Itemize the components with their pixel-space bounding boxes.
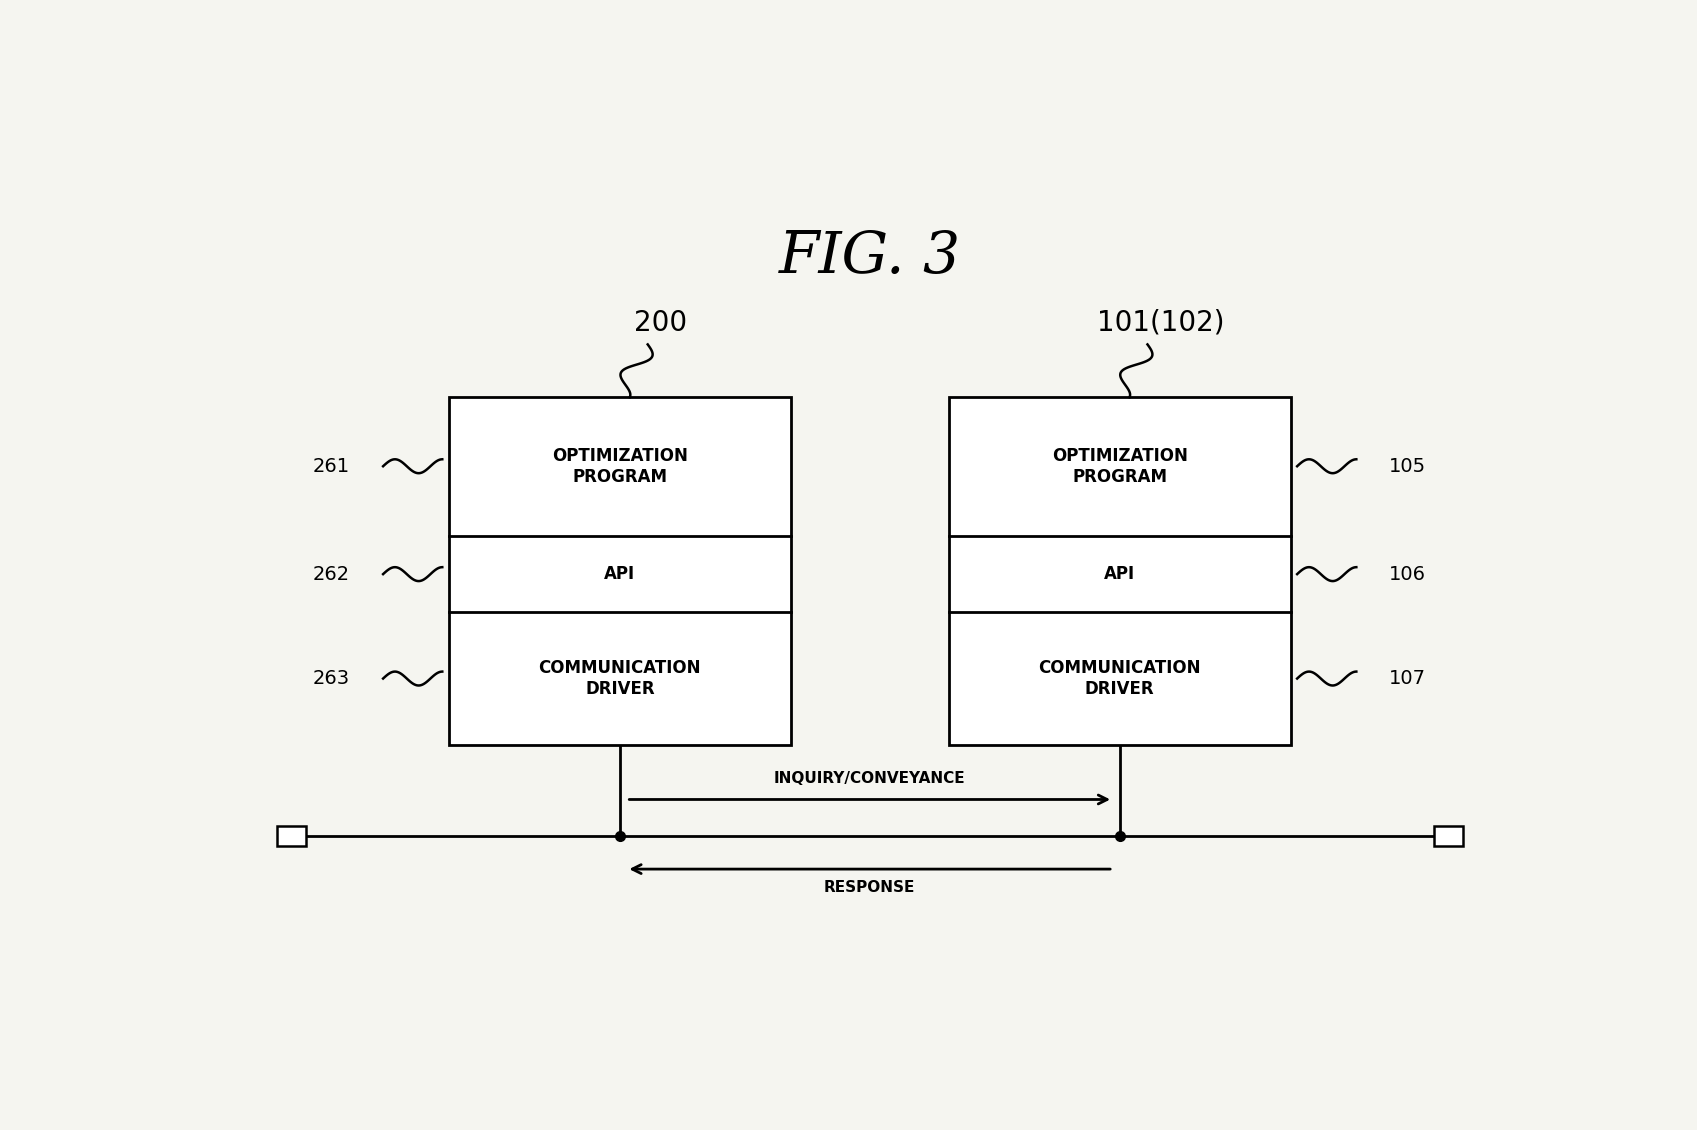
Text: 263: 263 <box>312 669 350 688</box>
Text: 107: 107 <box>1390 669 1425 688</box>
Bar <box>277 826 305 845</box>
Text: API: API <box>1105 565 1135 583</box>
Text: COMMUNICATION
DRIVER: COMMUNICATION DRIVER <box>1039 659 1201 698</box>
Bar <box>448 397 791 745</box>
Bar <box>1434 826 1463 845</box>
Text: OPTIMIZATION
PROGRAM: OPTIMIZATION PROGRAM <box>1052 446 1188 486</box>
Text: COMMUNICATION
DRIVER: COMMUNICATION DRIVER <box>538 659 701 698</box>
Text: 106: 106 <box>1390 565 1425 583</box>
Text: OPTIMIZATION
PROGRAM: OPTIMIZATION PROGRAM <box>552 446 687 486</box>
Text: FIG. 3: FIG. 3 <box>779 229 961 286</box>
Text: API: API <box>604 565 635 583</box>
Text: 101(102): 101(102) <box>1096 308 1224 337</box>
Bar <box>949 397 1291 745</box>
Text: 262: 262 <box>312 565 350 583</box>
Text: 105: 105 <box>1390 457 1427 476</box>
Text: 261: 261 <box>312 457 350 476</box>
Text: RESPONSE: RESPONSE <box>825 879 915 895</box>
Text: 200: 200 <box>635 308 687 337</box>
Text: INQUIRY/CONVEYANCE: INQUIRY/CONVEYANCE <box>774 772 966 786</box>
